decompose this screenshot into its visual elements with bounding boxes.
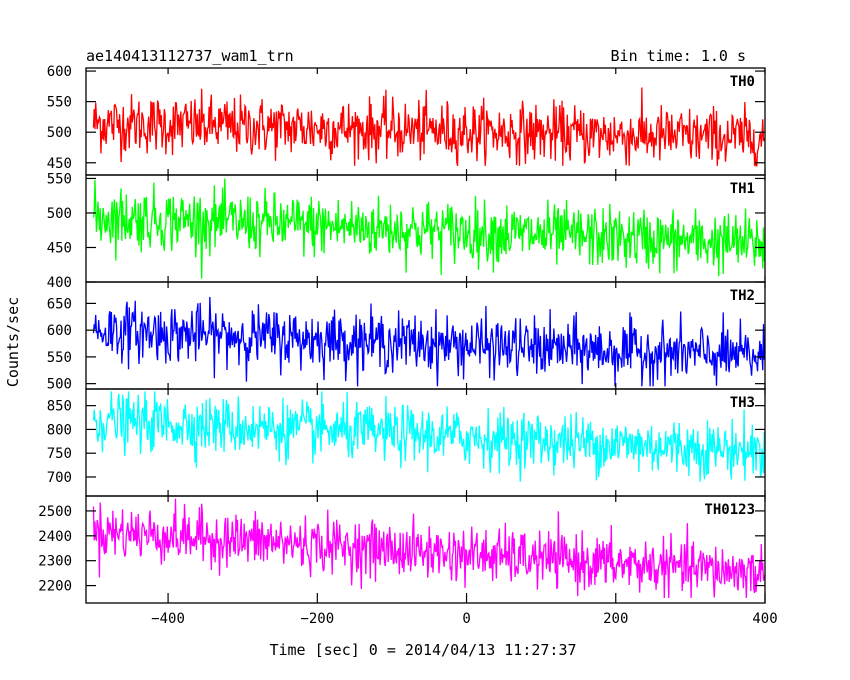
x-tick-label: 0 [462, 611, 470, 627]
y-tick-label: 450 [47, 240, 72, 256]
y-tick-label: 750 [47, 446, 72, 462]
y-tick-label: 600 [47, 323, 72, 339]
panel-label: TH3 [730, 395, 755, 411]
x-axis-title: Time [sec] 0 = 2014/04/13 11:27:37 [269, 641, 576, 659]
chart-title: ae140413112737_wam1_trn [86, 47, 294, 65]
panel-label: TH2 [730, 288, 755, 304]
y-tick-label: 2200 [38, 579, 72, 595]
panel-label: TH1 [730, 181, 755, 197]
panel-frame [85, 388, 766, 497]
panels-group: 450 500 550 600 TH0 400 450 500 550 TH1 500 550 600 6… [38, 64, 766, 604]
y-tick-label: 550 [47, 95, 72, 111]
y-tick-label: 500 [47, 377, 72, 393]
y-axis-title: Counts/sec [4, 297, 22, 387]
y-tick-label: 500 [47, 125, 72, 141]
y-tick-label: 2300 [38, 554, 72, 570]
y-tick-label: 2500 [38, 504, 72, 520]
series-line-th0 [92, 87, 765, 167]
series-line-th1 [92, 178, 765, 279]
y-tick-label: 500 [47, 206, 72, 222]
y-tick-label: 550 [47, 350, 72, 366]
x-tick-label: 200 [603, 611, 628, 627]
x-tick-label: 400 [752, 611, 777, 627]
y-tick-label: 450 [47, 156, 72, 172]
bin-time-label: Bin time: 1.0 s [611, 47, 746, 65]
panel-label: TH0 [730, 74, 755, 90]
y-tick-label: 650 [47, 296, 72, 312]
series-line-th3 [92, 391, 765, 482]
y-tick-label: 800 [47, 422, 72, 438]
panel-th2: 500 550 600 650 TH2 [47, 281, 766, 393]
panel-th1: 400 450 500 550 TH1 [47, 171, 766, 291]
series-line-th2 [92, 296, 765, 387]
y-tick-label: 550 [47, 171, 72, 187]
x-axis: −400 −200 0 200 400 [151, 611, 777, 627]
x-tick-label: −400 [151, 611, 185, 627]
panel-th3: 700 750 800 850 TH3 [47, 388, 766, 497]
y-tick-label: 400 [47, 275, 72, 291]
panel-th0: 450 500 550 600 TH0 [47, 64, 766, 176]
panel-label: TH0123 [704, 502, 755, 518]
y-tick-label: 2400 [38, 529, 72, 545]
y-tick-label: 850 [47, 399, 72, 415]
y-tick-label: 600 [47, 64, 72, 80]
x-tick-label: −200 [300, 611, 334, 627]
series-line-th0123 [92, 498, 765, 599]
panel-th0123: 2200 2300 2400 2500 TH0123 [38, 495, 766, 604]
panel-frame [85, 495, 766, 604]
y-tick-label: 700 [47, 470, 72, 486]
